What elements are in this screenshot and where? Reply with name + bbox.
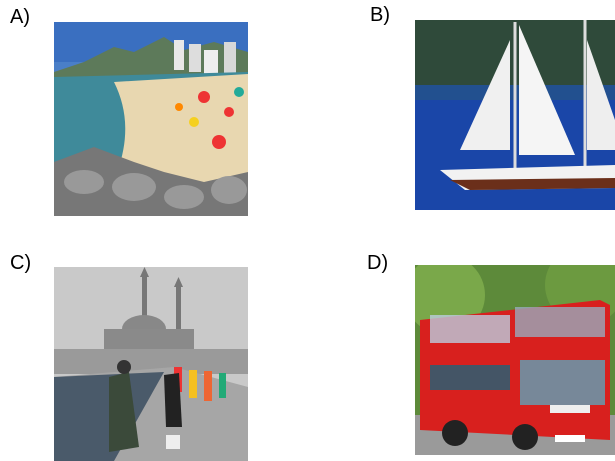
sailboat-photo [415,20,615,210]
mosque-photo [54,267,248,461]
option-label: C) [10,252,31,275]
page: {"options": [{"label": "A)"}, {"label": … [0,0,615,461]
option-label: B) [370,4,390,27]
beach-photo [54,22,248,216]
option-label: D) [367,252,388,275]
option-label: A) [10,6,30,29]
bus-photo [415,265,615,455]
